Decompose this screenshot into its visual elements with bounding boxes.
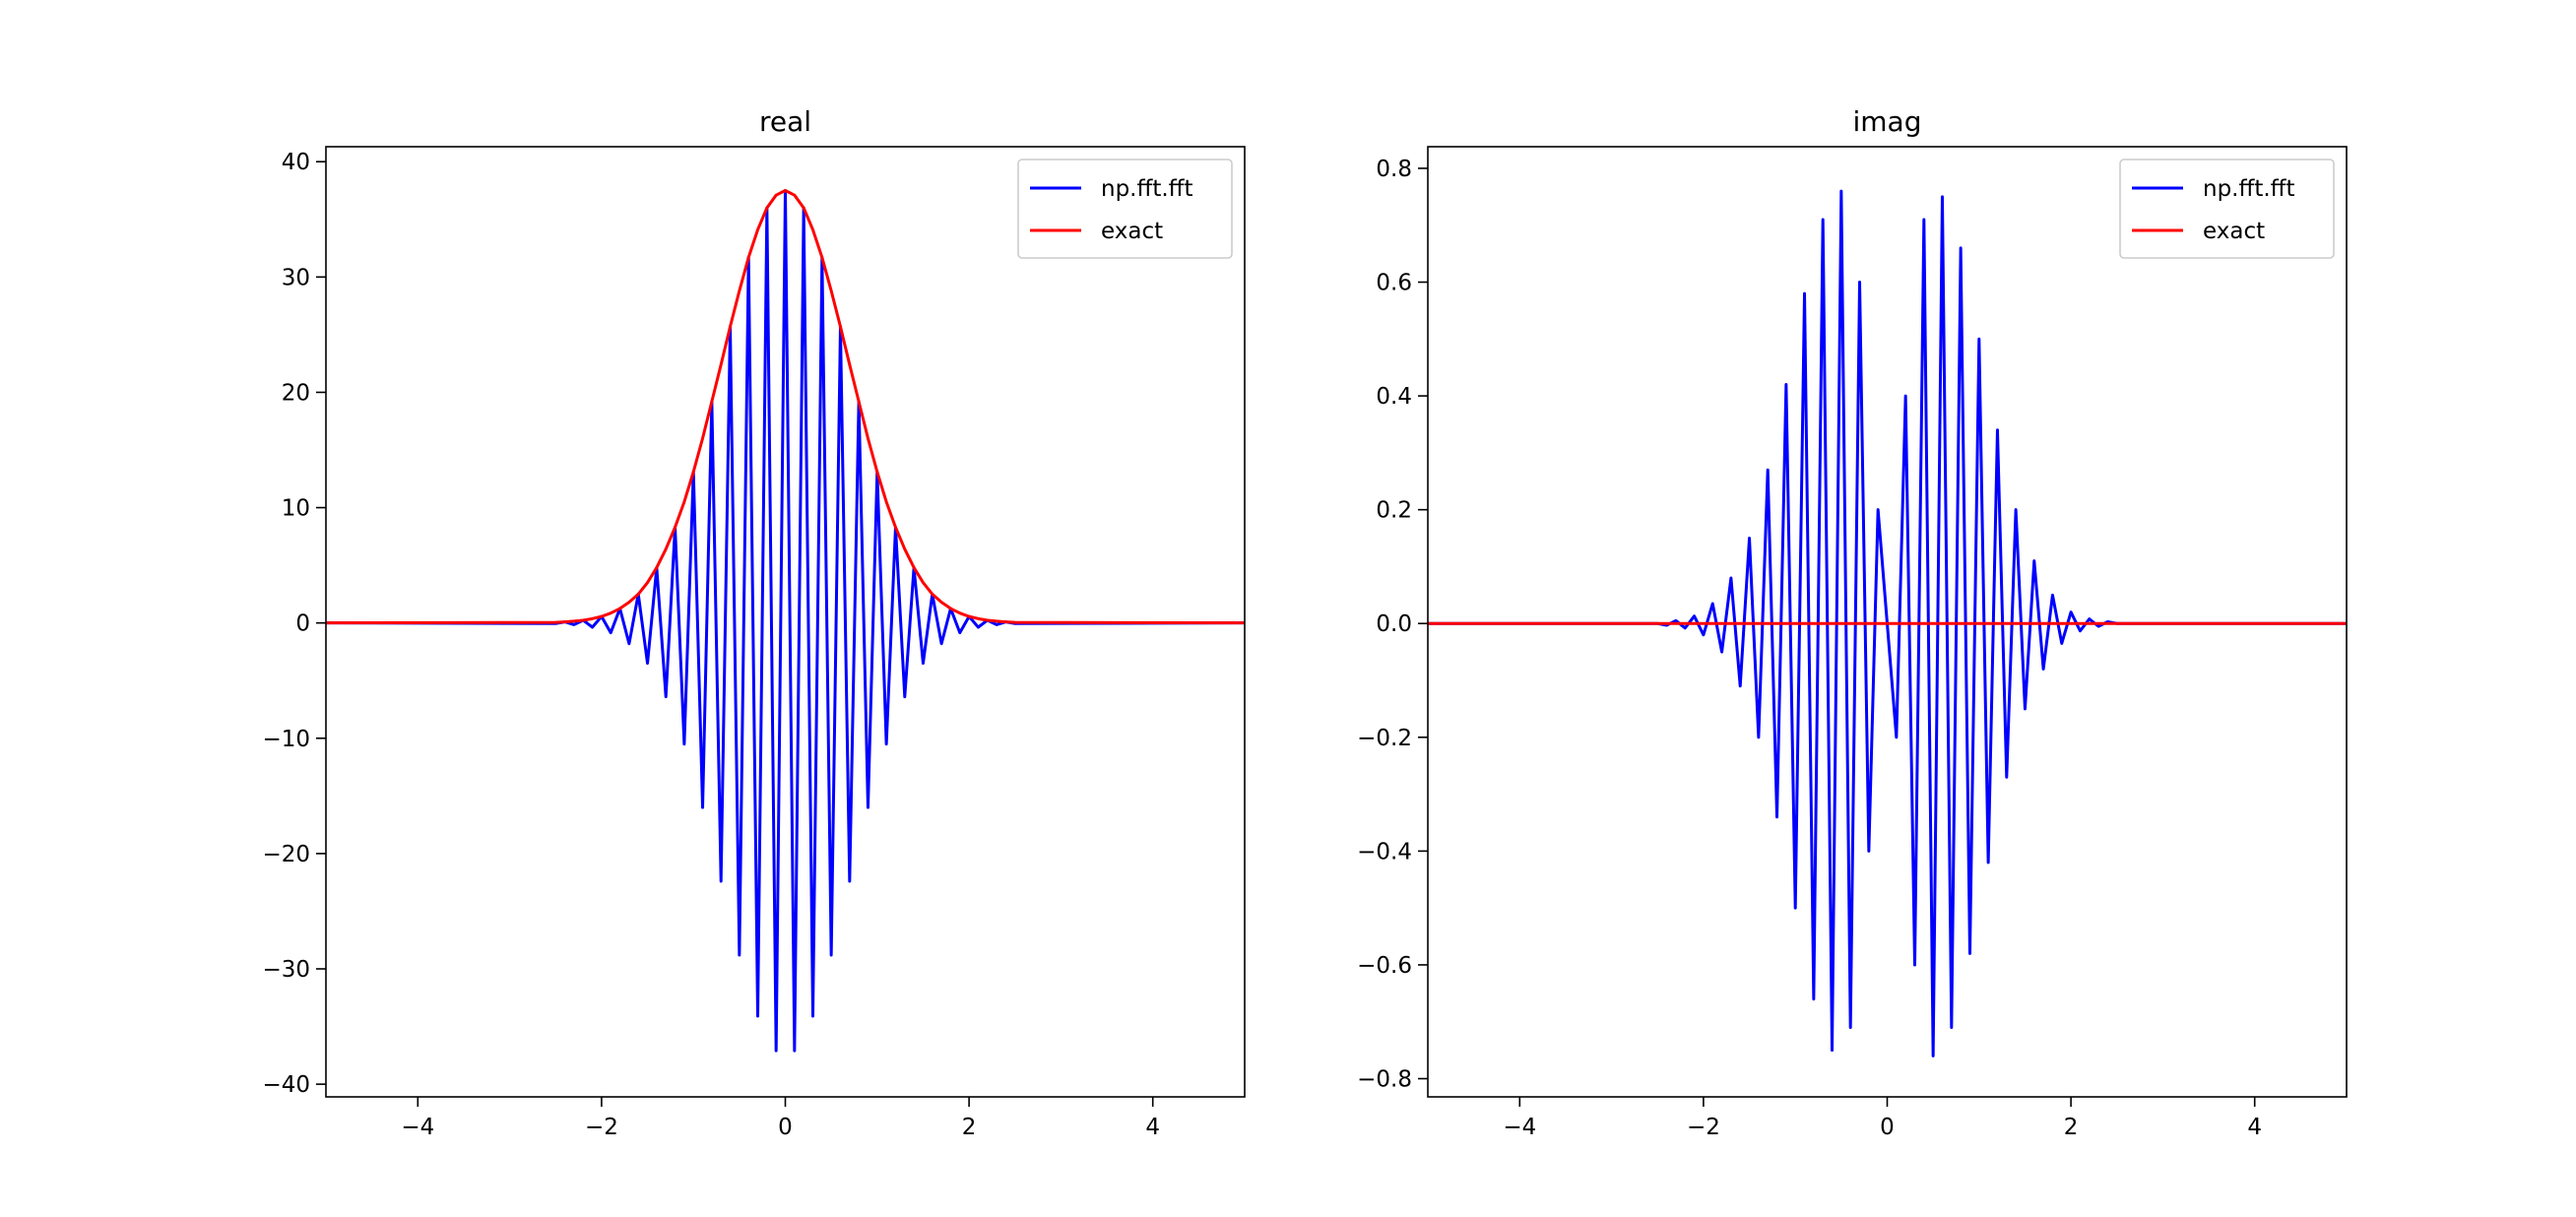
- x-tick-label: 2: [962, 1115, 977, 1140]
- x-tick-label: 2: [2064, 1115, 2079, 1140]
- x-tick-label: 4: [2247, 1115, 2262, 1140]
- y-tick-label: 40: [282, 150, 310, 175]
- legend-box: [1017, 159, 1233, 259]
- y-tick-label: −10: [262, 727, 310, 752]
- axes-frame: [325, 146, 1246, 1098]
- y-tick-label: 0.0: [1376, 611, 1412, 637]
- x-tick-label: −2: [1687, 1115, 1720, 1140]
- y-tick-label: −0.4: [1357, 839, 1412, 865]
- x-tick-label: 4: [1145, 1115, 1160, 1140]
- legend: np.fft.fft exact: [2119, 159, 2335, 259]
- chart-title: real: [759, 105, 811, 138]
- legend-label: exact: [2203, 219, 2265, 244]
- plot-area: [326, 189, 1245, 1053]
- y-tick-label: 0.2: [1376, 498, 1412, 524]
- y-tick-label: 0.8: [1376, 157, 1412, 182]
- x-tick-label: 0: [778, 1115, 793, 1140]
- legend-label: np.fft.fft: [1101, 176, 1193, 202]
- plot-area: [1428, 189, 2347, 1057]
- y-tick-label: 20: [282, 380, 310, 406]
- x-tick-label: −2: [585, 1115, 618, 1140]
- x-tick-label: −4: [1503, 1115, 1536, 1140]
- chart-title: imag: [1853, 105, 1922, 138]
- legend-box: [2119, 159, 2335, 259]
- subplot: real−4 −2 0 2 4−40−30−20−10010203040np.fft.f…: [262, 105, 1246, 1140]
- y-tick-label: −30: [262, 957, 310, 983]
- series-line: [326, 189, 1245, 1053]
- y-tick-label: 30: [282, 265, 310, 290]
- y-tick-label: −20: [262, 842, 310, 867]
- x-tick-label: −4: [401, 1115, 434, 1140]
- legend-label: np.fft.fft: [2203, 176, 2295, 202]
- y-tick-label: −0.6: [1357, 953, 1412, 979]
- subplot: imag −4 −2 0 2 4 −0.8 −0.6 −0.4 −0.2 0.0 0.2 0.4 0.6 0…: [1357, 105, 2348, 1140]
- y-tick-label: −0.8: [1357, 1067, 1412, 1093]
- x-tick-label: 0: [1880, 1115, 1895, 1140]
- legend: np.fft.fft exact: [1017, 159, 1233, 259]
- y-tick-label: 10: [282, 496, 310, 522]
- axes-frame: [1427, 146, 2348, 1098]
- legend-label: exact: [1101, 219, 1163, 244]
- y-tick-label: 0.4: [1376, 384, 1412, 410]
- series-line: [326, 189, 1245, 625]
- y-tick-label: 0.6: [1376, 271, 1412, 296]
- y-tick-label: 0: [295, 611, 310, 637]
- y-tick-label: −40: [262, 1072, 310, 1098]
- y-tick-label: −0.2: [1357, 726, 1412, 751]
